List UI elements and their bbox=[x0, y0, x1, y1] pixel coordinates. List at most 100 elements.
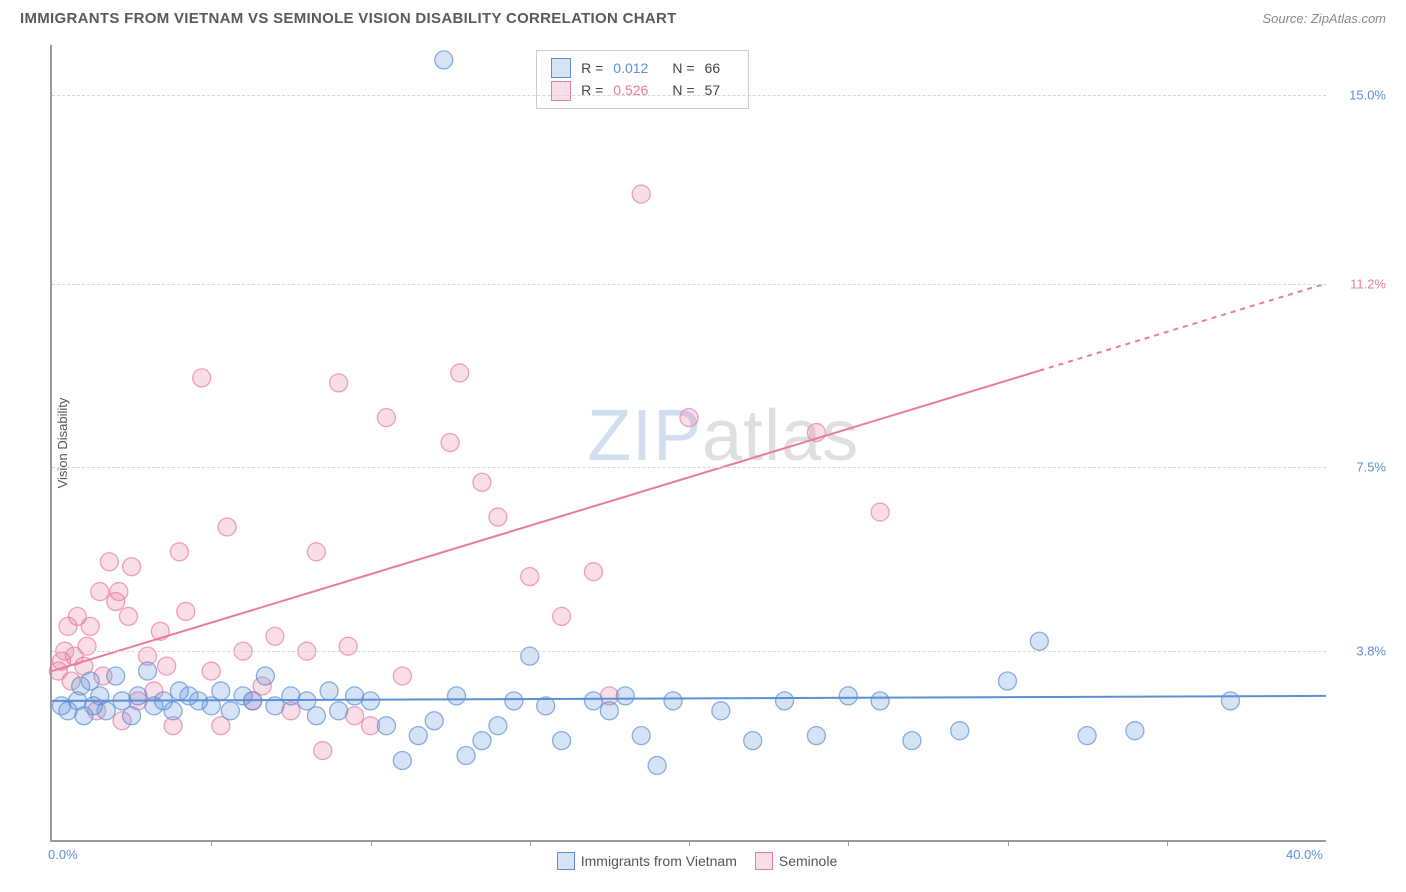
ytick-label: 11.2% bbox=[1350, 276, 1386, 291]
scatter-point bbox=[97, 702, 115, 720]
scatter-point bbox=[505, 692, 523, 710]
scatter-point bbox=[616, 687, 634, 705]
scatter-point bbox=[177, 602, 195, 620]
scatter-point bbox=[320, 682, 338, 700]
scatter-point bbox=[193, 369, 211, 387]
regression-line bbox=[1039, 284, 1326, 371]
scatter-point bbox=[139, 662, 157, 680]
scatter-point bbox=[218, 518, 236, 536]
ytick-label: 15.0% bbox=[1349, 87, 1386, 102]
r-value: 0.012 bbox=[613, 57, 648, 79]
n-value: 66 bbox=[705, 57, 721, 79]
scatter-point bbox=[951, 722, 969, 740]
scatter-point bbox=[521, 568, 539, 586]
scatter-point bbox=[78, 637, 96, 655]
gridline bbox=[52, 467, 1326, 468]
scatter-point bbox=[1221, 692, 1239, 710]
plot-region: Vision Disability ZIPatlas R =0.012N =66… bbox=[50, 45, 1326, 842]
gridline bbox=[52, 651, 1326, 652]
scatter-point bbox=[903, 732, 921, 750]
scatter-point bbox=[712, 702, 730, 720]
gridline bbox=[52, 95, 1326, 96]
scatter-point bbox=[202, 662, 220, 680]
legend-label: Seminole bbox=[779, 853, 837, 869]
scatter-point bbox=[100, 553, 118, 571]
scatter-point bbox=[584, 692, 602, 710]
scatter-point bbox=[473, 732, 491, 750]
scatter-point bbox=[632, 185, 650, 203]
scatter-point bbox=[680, 409, 698, 427]
scatter-point bbox=[346, 687, 364, 705]
scatter-point bbox=[170, 543, 188, 561]
scatter-point bbox=[489, 508, 507, 526]
scatter-point bbox=[107, 667, 125, 685]
scatter-point bbox=[489, 717, 507, 735]
scatter-point bbox=[584, 563, 602, 581]
scatter-point bbox=[839, 687, 857, 705]
scatter-point bbox=[409, 727, 427, 745]
scatter-point bbox=[1078, 727, 1096, 745]
legend-swatch bbox=[551, 58, 571, 78]
n-label: N = bbox=[672, 79, 694, 101]
chart-source: Source: ZipAtlas.com bbox=[1262, 11, 1386, 26]
scatter-point bbox=[330, 702, 348, 720]
scatter-point bbox=[999, 672, 1017, 690]
scatter-point bbox=[164, 702, 182, 720]
legend-swatch bbox=[755, 852, 773, 870]
scatter-point bbox=[393, 667, 411, 685]
scatter-point bbox=[346, 707, 364, 725]
scatter-point bbox=[451, 364, 469, 382]
gridline bbox=[52, 284, 1326, 285]
scatter-point bbox=[81, 617, 99, 635]
legend-label: Immigrants from Vietnam bbox=[581, 853, 737, 869]
scatter-point bbox=[553, 732, 571, 750]
scatter-point bbox=[91, 583, 109, 601]
r-label: R = bbox=[581, 57, 603, 79]
scatter-point bbox=[377, 717, 395, 735]
scatter-point bbox=[425, 712, 443, 730]
xtick-mark bbox=[530, 840, 531, 846]
n-value: 57 bbox=[705, 79, 721, 101]
xtick-mark bbox=[848, 840, 849, 846]
scatter-svg bbox=[52, 45, 1326, 840]
scatter-point bbox=[521, 647, 539, 665]
legend-correlation: R = 0.012 N = 66 R = 0.526 N = 57 bbox=[536, 50, 749, 109]
ytick-label: 3.8% bbox=[1356, 644, 1386, 659]
r-label: R = bbox=[581, 79, 603, 101]
scatter-point bbox=[110, 583, 128, 601]
xtick-mark bbox=[1167, 840, 1168, 846]
scatter-point bbox=[377, 409, 395, 427]
scatter-point bbox=[807, 727, 825, 745]
scatter-point bbox=[648, 756, 666, 774]
scatter-point bbox=[1126, 722, 1144, 740]
scatter-point bbox=[119, 607, 137, 625]
scatter-point bbox=[330, 374, 348, 392]
scatter-point bbox=[266, 627, 284, 645]
scatter-point bbox=[744, 732, 762, 750]
scatter-point bbox=[457, 747, 475, 765]
scatter-point bbox=[129, 687, 147, 705]
xtick-mark bbox=[211, 840, 212, 846]
scatter-point bbox=[123, 707, 141, 725]
scatter-point bbox=[447, 687, 465, 705]
scatter-point bbox=[473, 473, 491, 491]
scatter-point bbox=[158, 657, 176, 675]
scatter-point bbox=[553, 607, 571, 625]
legend-row: R = 0.526 N = 57 bbox=[551, 79, 734, 101]
scatter-point bbox=[221, 702, 239, 720]
r-value: 0.526 bbox=[613, 79, 648, 101]
legend-swatch bbox=[551, 81, 571, 101]
n-label: N = bbox=[672, 57, 694, 79]
scatter-point bbox=[1030, 632, 1048, 650]
scatter-point bbox=[393, 752, 411, 770]
ytick-label: 7.5% bbox=[1356, 460, 1386, 475]
legend-swatch bbox=[557, 852, 575, 870]
scatter-point bbox=[871, 503, 889, 521]
scatter-point bbox=[307, 707, 325, 725]
xtick-mark bbox=[1008, 840, 1009, 846]
scatter-point bbox=[600, 702, 618, 720]
scatter-point bbox=[212, 682, 230, 700]
scatter-point bbox=[314, 742, 332, 760]
scatter-point bbox=[339, 637, 357, 655]
legend-series: Immigrants from Vietnam Seminole bbox=[50, 852, 1326, 870]
